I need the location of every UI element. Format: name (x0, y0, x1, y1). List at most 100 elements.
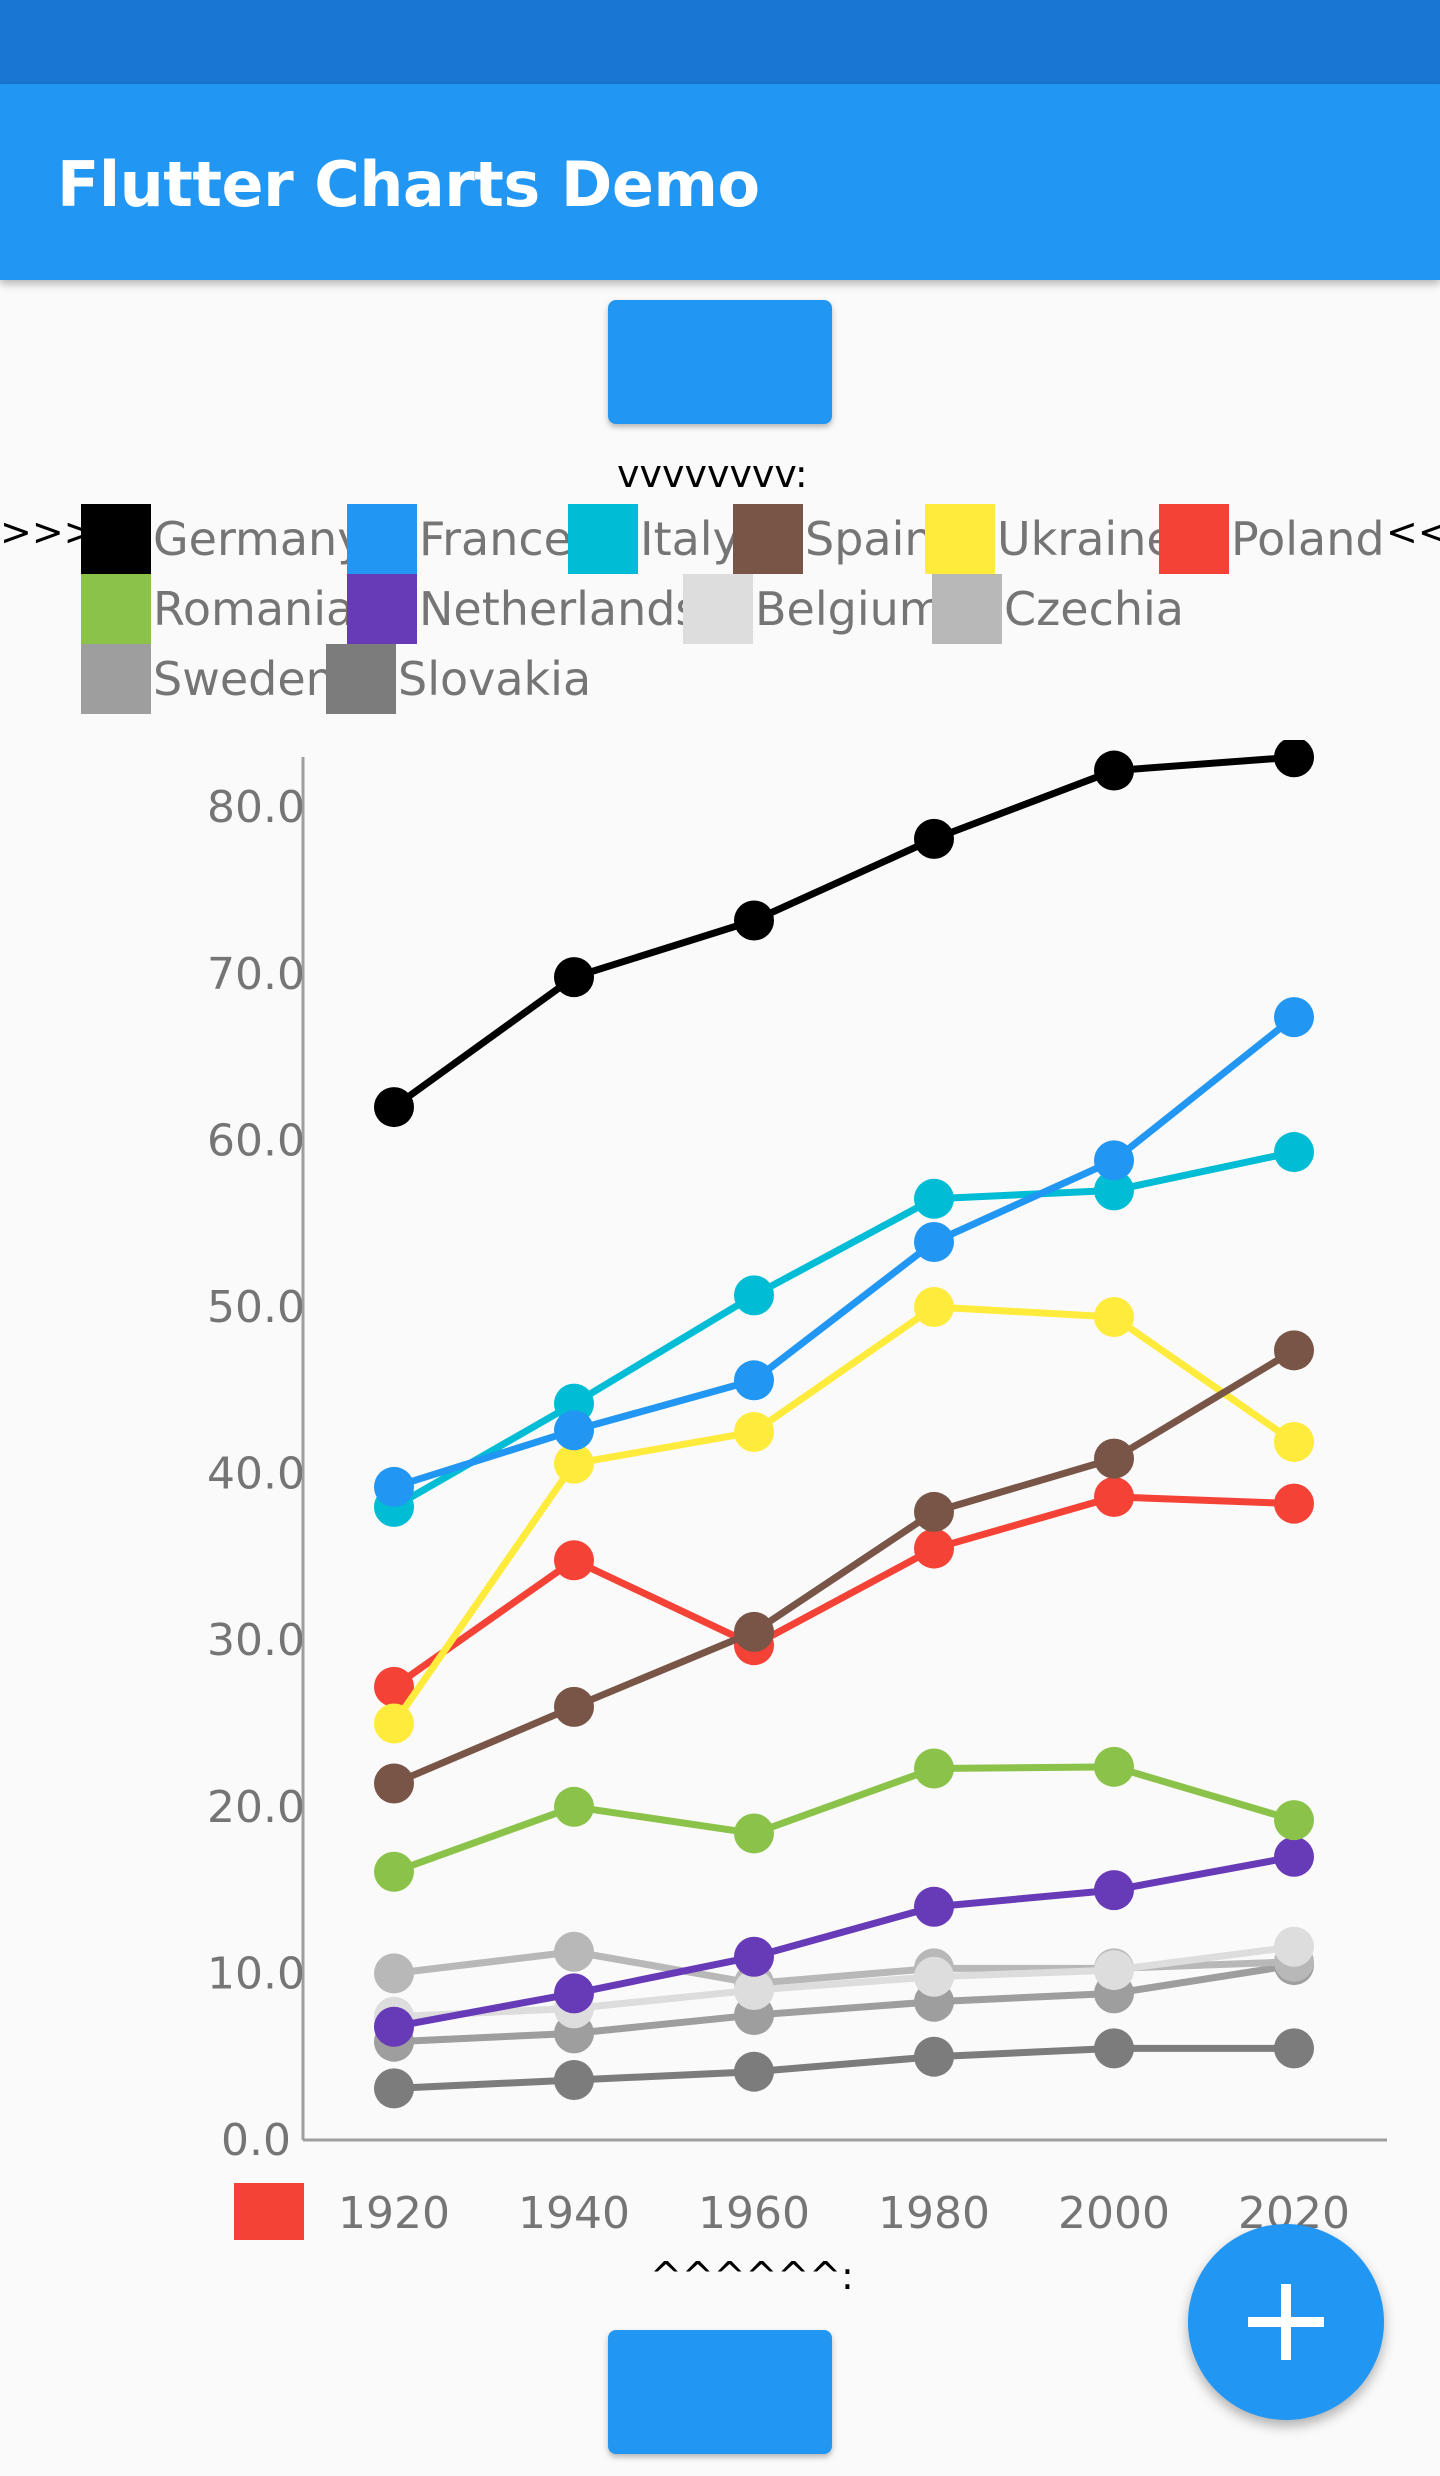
data-point-slovakia (734, 2051, 774, 2092)
legend-swatch-germany (81, 504, 151, 574)
legend-swatch-france (347, 504, 417, 574)
data-point-italy (1094, 1170, 1134, 1211)
data-point-spain (914, 1491, 954, 1532)
data-point-france (914, 1222, 954, 1263)
legend-label-germany: Germany (153, 512, 365, 566)
legend-label-slovakia: Slovakia (398, 652, 592, 706)
legend-swatch-czechia (932, 574, 1002, 644)
legend-swatch-belgium (683, 574, 753, 644)
legend-left-marker: >>> (0, 510, 96, 554)
legend-swatch-italy (568, 504, 638, 574)
series-line-netherlands (390, 1853, 1298, 2031)
legend-item-sweden[interactable]: Sweden (81, 644, 335, 714)
data-point-ukraine (1274, 1421, 1314, 1462)
data-point-italy (914, 1178, 954, 1219)
x-tick-label: 1940 (518, 2188, 630, 2239)
data-point-belgium (1094, 1950, 1134, 1991)
data-point-ukraine (734, 1411, 774, 1452)
data-point-romania (554, 1786, 594, 1827)
legend-item-poland[interactable]: Poland (1159, 504, 1385, 574)
legend-item-netherlands[interactable]: Netherlands (347, 574, 699, 644)
data-point-france (1274, 997, 1314, 1038)
data-point-romania (734, 1813, 774, 1854)
y-tick-label: 20.0 (207, 1782, 305, 1833)
x-tick-label: 1960 (698, 2188, 810, 2239)
legend-item-france[interactable]: France (347, 504, 572, 574)
data-point-italy (734, 1275, 774, 1316)
app-bar: Flutter Charts Demo (0, 84, 1440, 280)
data-point-netherlands (374, 2006, 414, 2047)
data-point-slovakia (1094, 2028, 1134, 2069)
data-point-poland (1274, 1483, 1314, 1524)
series-line-germany (390, 753, 1298, 1111)
add-icon (1248, 2284, 1324, 2360)
data-point-czechia (374, 1953, 414, 1994)
y-tick-label: 10.0 (207, 1948, 305, 1999)
top-caption: vvvvvvvv: (617, 452, 808, 496)
data-point-netherlands (1094, 1870, 1134, 1911)
data-point-belgium (1274, 1926, 1314, 1967)
series-line-italy (390, 1148, 1298, 1511)
legend-item-spain[interactable]: Spain (733, 504, 934, 574)
y-tick-label: 80.0 (207, 782, 305, 833)
data-point-romania (374, 1851, 414, 1892)
data-point-netherlands (914, 1886, 954, 1927)
data-point-france (734, 1360, 774, 1401)
series-line-slovakia (390, 2044, 1298, 2092)
y-tick-label: 70.0 (207, 949, 305, 1000)
data-point-spain (1094, 1438, 1134, 1479)
y-tick-label: 0.0 (221, 2115, 291, 2166)
legend-swatch-slovakia (326, 644, 396, 714)
data-point-france (554, 1410, 594, 1451)
x-tick-label: 1920 (338, 2188, 450, 2239)
data-point-spain (554, 1686, 594, 1727)
series-line-spain (390, 1346, 1298, 1787)
legend-label-czechia: Czechia (1004, 582, 1184, 636)
status-bar (0, 0, 1440, 84)
series-line-france (390, 1013, 1298, 1491)
data-point-romania (914, 1748, 954, 1789)
legend-label-france: France (419, 512, 572, 566)
app-title: Flutter Charts Demo (57, 148, 760, 221)
data-point-netherlands (734, 1936, 774, 1977)
legend-item-italy[interactable]: Italy (568, 504, 740, 574)
series-line-sweden (390, 1961, 1298, 2046)
data-point-belgium (734, 1970, 774, 2011)
add-fab-button[interactable] (1188, 2224, 1384, 2420)
legend-item-czechia[interactable]: Czechia (932, 574, 1184, 644)
legend-swatch-sweden (81, 644, 151, 714)
data-point-ukraine (554, 1443, 594, 1484)
x-axis-marker (234, 2183, 304, 2240)
data-point-poland (1094, 1476, 1134, 1517)
data-point-netherlands (1274, 1836, 1314, 1877)
legend-label-spain: Spain (805, 512, 934, 566)
legend-label-ukraine: Ukraine (997, 512, 1175, 566)
legend-label-netherlands: Netherlands (419, 582, 700, 636)
y-tick-label: 50.0 (207, 1282, 305, 1333)
legend-item-romania[interactable]: Romania (81, 574, 354, 644)
data-point-poland (554, 1540, 594, 1581)
data-point-slovakia (554, 2060, 594, 2101)
data-point-slovakia (374, 2068, 414, 2109)
data-point-germany (554, 957, 594, 998)
data-point-germany (374, 1087, 414, 1128)
data-point-germany (1274, 740, 1314, 778)
data-point-spain (374, 1763, 414, 1804)
data-point-germany (914, 818, 954, 859)
legend-item-slovakia[interactable]: Slovakia (326, 644, 591, 714)
data-point-italy (1274, 1132, 1314, 1173)
series-line-belgium (390, 1943, 1298, 2021)
data-point-romania (1094, 1746, 1134, 1787)
legend-swatch-romania (81, 574, 151, 644)
data-point-czechia (554, 1931, 594, 1972)
legend-label-poland: Poland (1231, 512, 1385, 566)
legend-item-germany[interactable]: Germany (81, 504, 364, 574)
y-tick-label: 60.0 (207, 1115, 305, 1166)
data-point-france (374, 1466, 414, 1507)
series-line-ukraine (390, 1303, 1298, 1727)
data-point-netherlands (554, 1973, 594, 2014)
legend-item-ukraine[interactable]: Ukraine (925, 504, 1175, 574)
bottom-button[interactable] (608, 2330, 832, 2454)
top-button[interactable] (608, 300, 832, 424)
legend-item-belgium[interactable]: Belgium (683, 574, 944, 644)
